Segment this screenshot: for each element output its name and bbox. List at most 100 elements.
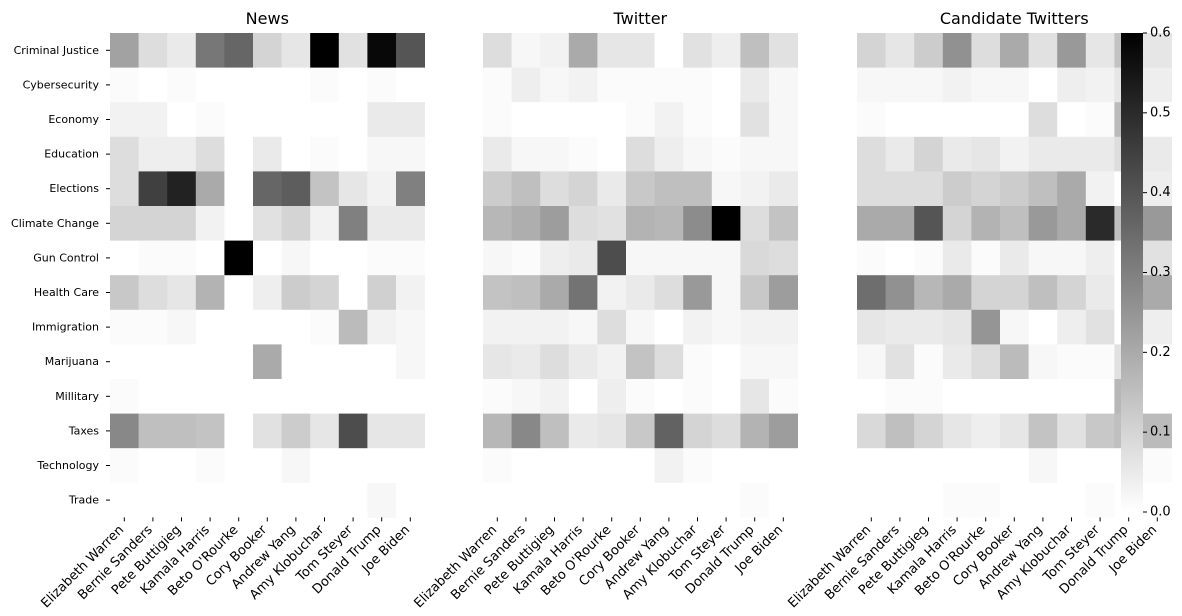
heatmap-cell <box>857 136 886 172</box>
heatmap-cell <box>597 33 627 68</box>
heatmap-cell <box>253 102 282 138</box>
heatmap-cell <box>396 102 425 138</box>
heatmap-cell <box>885 413 915 449</box>
heatmap-cell <box>281 240 311 276</box>
heatmap-cell <box>110 379 139 414</box>
heatmap-cell <box>195 448 225 484</box>
heatmap-cell <box>683 102 713 138</box>
heatmap-cell <box>914 275 944 311</box>
heatmap-cell <box>167 448 197 484</box>
heatmap-cell <box>310 413 340 449</box>
heatmap-cell <box>310 275 340 311</box>
heatmap-cell <box>711 482 741 518</box>
heatmap-cell <box>1000 309 1029 345</box>
heatmap-cell <box>769 448 798 484</box>
heatmap-cell <box>540 448 570 484</box>
heatmap-cell <box>885 102 915 138</box>
heatmap-cell <box>626 171 655 207</box>
heatmap-cell <box>195 33 225 68</box>
heatmap-cell <box>167 33 197 68</box>
heatmap-cell <box>281 136 311 172</box>
heatmap-cell <box>367 240 397 276</box>
heatmap-cell <box>885 171 915 207</box>
heatmap-cell <box>597 344 627 380</box>
heatmap-cell <box>511 344 541 380</box>
heatmap-cell <box>338 33 368 68</box>
heatmap-cell <box>971 102 1001 138</box>
heatmap-cell <box>740 413 770 449</box>
heatmap-cell <box>310 482 340 518</box>
heatmap-cell <box>942 240 972 276</box>
heatmap-cell <box>396 448 425 484</box>
row-label: Economy <box>48 113 99 126</box>
heatmap-cell <box>138 33 168 68</box>
heatmap-cell <box>1085 344 1115 380</box>
heatmap-cell <box>654 275 684 311</box>
heatmap-cell <box>914 206 944 241</box>
heatmap-cell <box>338 344 368 380</box>
heatmap-cell <box>914 102 944 138</box>
heatmap-cell <box>568 482 598 518</box>
row-label: Millitary <box>55 390 99 403</box>
heatmap-cell <box>626 309 655 345</box>
heatmap-cell <box>1028 136 1058 172</box>
row-label: Taxes <box>68 424 100 437</box>
colorbar-tick-label: 0.3 <box>1150 265 1171 280</box>
heatmap-cell <box>224 448 254 484</box>
heatmap-cell <box>483 344 512 380</box>
heatmap-cell <box>167 275 197 311</box>
heatmap-cell <box>540 379 570 414</box>
heatmap-cell <box>1085 33 1115 68</box>
heatmap-cell <box>654 240 684 276</box>
colorbar-gradient <box>1121 33 1143 512</box>
heatmap-cell <box>711 344 741 380</box>
heatmap-cell <box>597 448 627 484</box>
heatmap-cell <box>626 482 655 518</box>
heatmap-cell <box>1057 309 1087 345</box>
heatmap-cell <box>195 67 225 103</box>
row-label: Education <box>44 148 99 161</box>
heatmap-cell <box>942 275 972 311</box>
heatmap-cell <box>711 379 741 414</box>
row-label: Climate Change <box>11 217 99 230</box>
heatmap-cell <box>1000 344 1029 380</box>
heatmap-cell <box>167 240 197 276</box>
heatmap-cell <box>626 206 655 241</box>
heatmap-cell <box>1143 136 1172 172</box>
heatmap-cell <box>1085 448 1115 484</box>
heatmap-cell <box>338 136 368 172</box>
heatmap-cell <box>195 482 225 518</box>
heatmap-cell <box>1057 344 1087 380</box>
heatmap-cell <box>110 344 139 380</box>
heatmap-cell <box>914 344 944 380</box>
heatmap-cell <box>224 240 254 276</box>
heatmap-cell <box>654 102 684 138</box>
heatmap-cell <box>857 482 886 518</box>
heatmap-cell <box>253 67 282 103</box>
heatmap-cell <box>857 448 886 484</box>
heatmap-cell <box>483 413 512 449</box>
heatmap-cell <box>1028 482 1058 518</box>
heatmap-cell <box>942 344 972 380</box>
heatmap-cell <box>885 309 915 345</box>
heatmap-cell <box>1085 136 1115 172</box>
heatmap-cell <box>857 33 886 68</box>
heatmap-cell <box>1057 171 1087 207</box>
heatmap-cell <box>310 344 340 380</box>
heatmap-cell <box>769 33 798 68</box>
heatmap-cell <box>626 275 655 311</box>
heatmap-cell <box>683 67 713 103</box>
heatmap-cell <box>138 240 168 276</box>
heatmap-cell <box>1057 67 1087 103</box>
heatmap-cell <box>1085 67 1115 103</box>
heatmap-cell <box>942 379 972 414</box>
heatmap-cell <box>914 379 944 414</box>
heatmap-cell <box>110 448 139 484</box>
heatmap-cell <box>568 309 598 345</box>
heatmap-cell <box>396 309 425 345</box>
heatmap-cell <box>367 136 397 172</box>
heatmap-cell <box>971 67 1001 103</box>
heatmap-cell <box>281 171 311 207</box>
heatmap-cell <box>885 275 915 311</box>
